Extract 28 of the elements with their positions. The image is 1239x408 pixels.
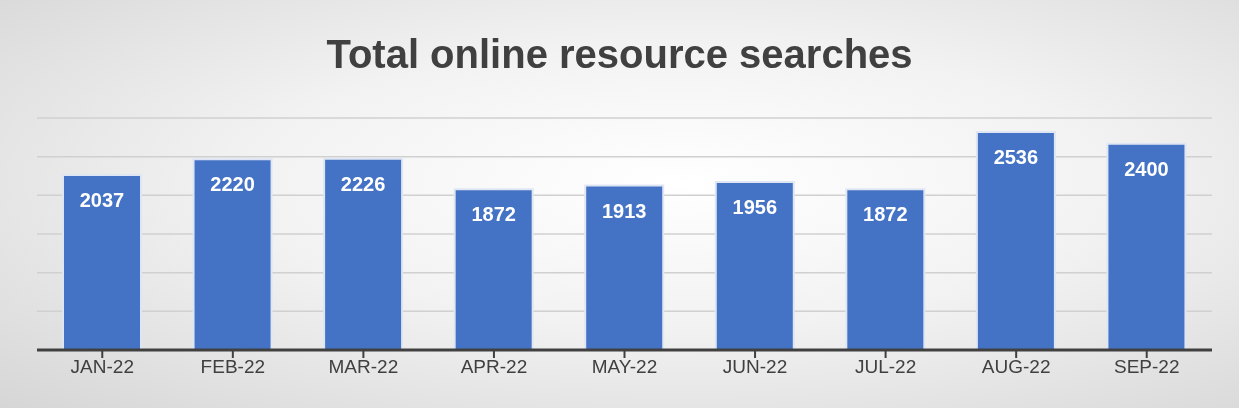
x-tick-label: MAY-22 bbox=[591, 356, 658, 378]
bar bbox=[453, 188, 534, 351]
chart-title: Total online resource searches bbox=[325, 32, 914, 77]
bar bbox=[192, 158, 273, 351]
x-tick-label: APR-22 bbox=[460, 356, 528, 378]
data-label: 1872 bbox=[471, 203, 516, 226]
bar bbox=[62, 173, 142, 351]
bar bbox=[323, 157, 404, 351]
data-label: 1956 bbox=[732, 196, 778, 219]
x-tick-label: MAR-22 bbox=[328, 356, 399, 378]
x-tick-label: SEP-22 bbox=[1113, 356, 1180, 378]
data-label: 2400 bbox=[1124, 157, 1169, 180]
data-label: 1913 bbox=[601, 199, 647, 222]
data-label: 2536 bbox=[993, 146, 1039, 169]
bar bbox=[845, 188, 926, 351]
data-label: 1872 bbox=[863, 203, 908, 226]
bar bbox=[584, 184, 665, 351]
x-tick-label: JUL-22 bbox=[854, 356, 917, 378]
x-tick-label: JAN-22 bbox=[70, 356, 134, 378]
data-label: 2037 bbox=[79, 189, 125, 212]
data-label: 2220 bbox=[210, 173, 255, 196]
x-tick-label: JUN-22 bbox=[722, 356, 788, 378]
bar bbox=[714, 180, 795, 351]
bar bbox=[975, 131, 1056, 351]
bar bbox=[1106, 142, 1187, 351]
data-label: 2226 bbox=[340, 172, 386, 195]
x-tick-label: FEB-22 bbox=[200, 356, 266, 378]
x-tick-label: AUG-22 bbox=[981, 356, 1051, 378]
